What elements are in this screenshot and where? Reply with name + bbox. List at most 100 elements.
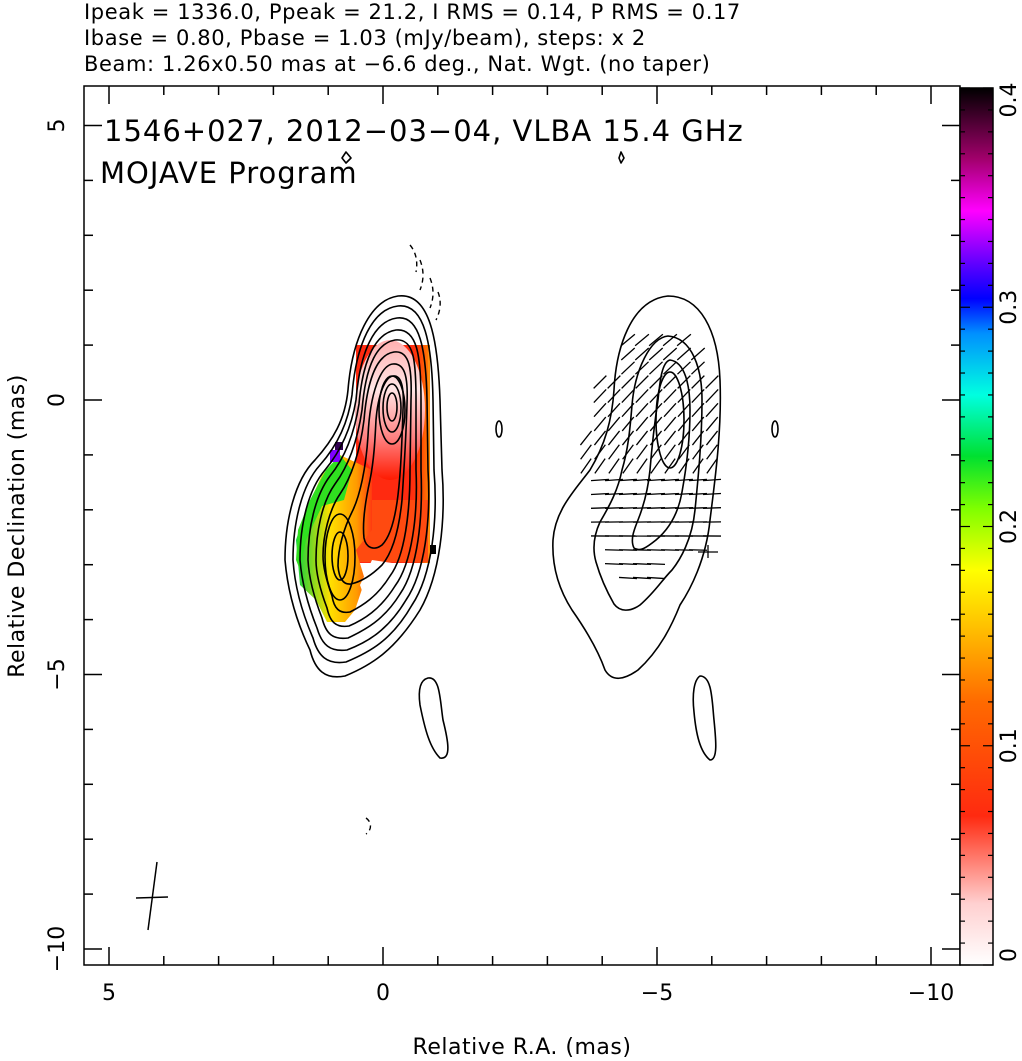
evpa-tick (663, 389, 677, 403)
evpa-tick (691, 375, 705, 389)
evpa-tick (604, 492, 624, 496)
y-tick-label: −5 (45, 658, 70, 690)
axis-tick-labels: 5 0 −5 −10 5 0 −5 −10 (45, 119, 954, 1007)
evpa-tick (676, 347, 692, 361)
evpa-tick (706, 444, 718, 460)
evpa-tick (691, 416, 705, 432)
evpa-tick (674, 492, 694, 496)
evpa-tick (608, 458, 620, 474)
axis-ticks (84, 86, 960, 965)
evpa-tick (607, 375, 621, 389)
evpa-tick (678, 444, 690, 460)
evpa-tick (692, 458, 704, 474)
knot-black-pixel (335, 442, 343, 450)
evpa-tick (692, 444, 704, 460)
colorbar-tick-label: 0.2 (997, 509, 1022, 544)
colorbar-tick-label: 0 (997, 948, 1022, 962)
evpa-tick (676, 333, 692, 347)
evpa-tick (618, 492, 638, 496)
evpa-tick (594, 444, 606, 460)
evpa-tick (663, 416, 677, 432)
evpa-tick (646, 576, 666, 580)
evpa-tick (664, 458, 676, 474)
colorbar-tick-label: 0.4 (997, 83, 1022, 118)
evpa-tick (702, 507, 722, 509)
evpa-tick (660, 478, 680, 482)
y-tick-label: 5 (45, 119, 70, 133)
evpa-tick (691, 361, 705, 375)
evpa-tick (646, 562, 666, 566)
evpa-tick (646, 492, 666, 496)
evpa-tick (646, 478, 666, 482)
evpa-tick (607, 416, 621, 432)
evpa-tick (635, 402, 649, 418)
evpa-tick (590, 478, 610, 482)
beam-ellipse (135, 861, 169, 931)
evpa-tick (690, 347, 706, 361)
evpa-tick (691, 389, 705, 403)
evpa-tick (618, 478, 638, 482)
evpa-tick (705, 430, 719, 446)
header-line-peak-rms: Ipeak = 1336.0, Ppeak = 21.2, I RMS = 0.… (84, 0, 741, 24)
y-axis-title: Relative Declination (mas) (5, 374, 30, 678)
evpa-tick (706, 458, 718, 474)
colorbar-ticks (960, 87, 993, 966)
gap-white-notch (360, 560, 392, 602)
evpa-tick (635, 389, 649, 403)
y-tick-label: 0 (45, 393, 70, 407)
evpa-tick (593, 430, 607, 446)
evpa-tick (691, 402, 705, 418)
evpa-tick (618, 576, 638, 580)
chart-annotation-source: 1546+027, 2012−03−04, VLBA 15.4 GHz (104, 114, 744, 148)
evpa-tick (580, 444, 592, 460)
evpa-tick (593, 389, 607, 403)
x-tick-label: 5 (102, 981, 116, 1006)
evpa-tick (677, 375, 691, 389)
evpa-tick (705, 389, 719, 403)
evpa-tick (664, 444, 676, 460)
evpa-tick (607, 402, 621, 418)
x-tick-label: −5 (641, 981, 673, 1006)
evpa-tick (674, 478, 694, 482)
evpa-tick (663, 430, 677, 446)
evpa-tick (632, 576, 652, 580)
evpa-tick (607, 389, 621, 403)
evpa-tick (663, 375, 677, 389)
evpa-tick (677, 361, 691, 375)
evpa-tick (635, 430, 649, 446)
evpa-tick (649, 416, 663, 432)
evpa-tick (677, 430, 691, 446)
plot-frame (83, 85, 961, 966)
evpa-tick (678, 458, 690, 474)
edge-black-pixel (430, 545, 436, 554)
negative-contours-left (365, 244, 441, 835)
evpa-tick (620, 347, 636, 361)
evpa-tick (621, 361, 635, 375)
evpa-tick (632, 478, 652, 482)
evpa-tick (622, 444, 634, 460)
evpa-tick (636, 458, 648, 474)
evpa-tick (677, 416, 691, 432)
evpa-tick (650, 444, 662, 460)
polarized-intensity-contours-right (552, 151, 779, 761)
evpa-tick (594, 458, 606, 474)
evpa-tick (649, 402, 663, 418)
evpa-tick (621, 430, 635, 446)
colorbar-tick-label: 0.3 (997, 290, 1022, 325)
evpa-tick (688, 492, 708, 496)
evpa-tick (593, 402, 607, 418)
evpa-tick (635, 361, 649, 375)
evpa-tick (636, 444, 648, 460)
header-line-base-steps: Ibase = 0.80, Pbase = 1.03 (mJy/beam), s… (84, 26, 646, 50)
evpa-tick (604, 478, 624, 482)
evpa-tick (621, 402, 635, 418)
evpa-tick (663, 361, 677, 375)
evpa-tick (593, 375, 607, 389)
evpa-tick (635, 375, 649, 389)
evpa-tick (593, 416, 607, 432)
evpa-tick (621, 416, 635, 432)
evpa-tick (691, 430, 705, 446)
colorbar-tick-label: 0.1 (997, 728, 1022, 763)
evpa-tick (634, 347, 650, 361)
evpa-tick (702, 492, 722, 496)
